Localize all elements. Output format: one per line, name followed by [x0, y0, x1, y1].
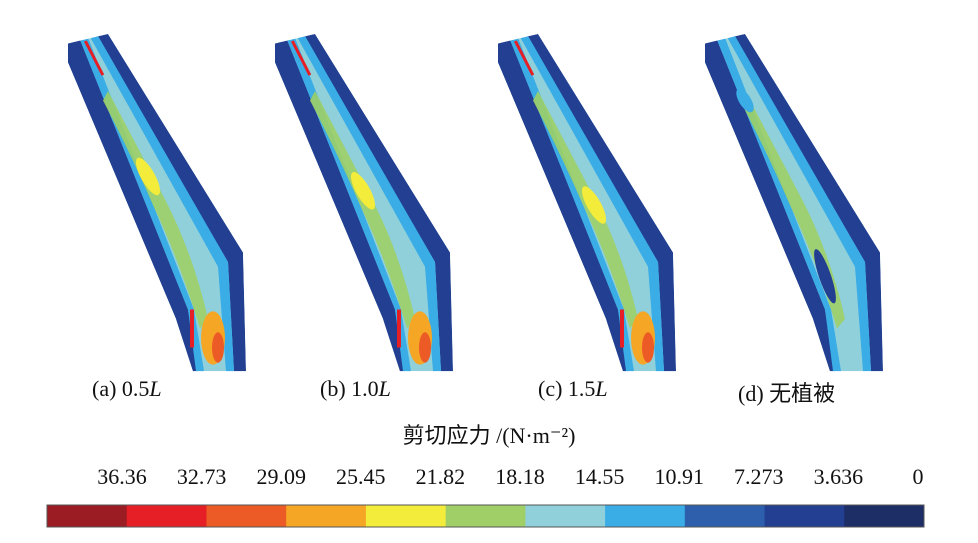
- legend-bar-frame: [46, 504, 925, 528]
- legend-tick-label: 18.18: [495, 464, 545, 489]
- legend-tick-label: 10.91: [654, 464, 704, 489]
- legend-title: 剪切应力 /(N·m⁻²): [402, 423, 576, 448]
- channel-panel-1: [68, 34, 246, 372]
- legend-tick-label: 7.273: [734, 464, 784, 489]
- panel-caption-c: (c) 1.5L: [538, 376, 608, 401]
- legend-tick-label: 0: [912, 464, 924, 489]
- panel-caption-a: (a) 0.5L: [92, 376, 162, 401]
- channel-panel-2: [275, 34, 453, 372]
- legend-swatch-6: [445, 505, 526, 527]
- legend-tick-label: 25.45: [336, 464, 386, 489]
- legend-swatch-9: [684, 505, 766, 527]
- legend-swatch-5: [365, 505, 447, 527]
- legend-swatch-7: [525, 505, 606, 527]
- legend-tick-label: 29.09: [256, 464, 306, 489]
- legend-tick-label: 14.55: [574, 464, 625, 489]
- panel-caption-d: (d) 无植被: [738, 381, 836, 406]
- legend-swatch-2: [126, 505, 207, 527]
- channel-panel-3: [498, 34, 676, 372]
- legend-swatch-8: [605, 505, 686, 527]
- panel-caption-b: (b) 1.0L: [320, 376, 391, 401]
- legend-tick-label: 3.636: [813, 464, 864, 489]
- legend-tick-label: 32.73: [176, 464, 227, 489]
- legend-tick-label: 21.82: [415, 464, 466, 489]
- legend-tick-label: 36.36: [97, 464, 147, 489]
- legend-swatch-4: [286, 505, 367, 527]
- legend-swatch-1: [47, 505, 128, 527]
- legend-swatch-10: [764, 505, 845, 527]
- legend-swatch-3: [206, 505, 287, 527]
- channel-panel-4: [705, 34, 883, 372]
- legend-swatch-11: [844, 505, 925, 527]
